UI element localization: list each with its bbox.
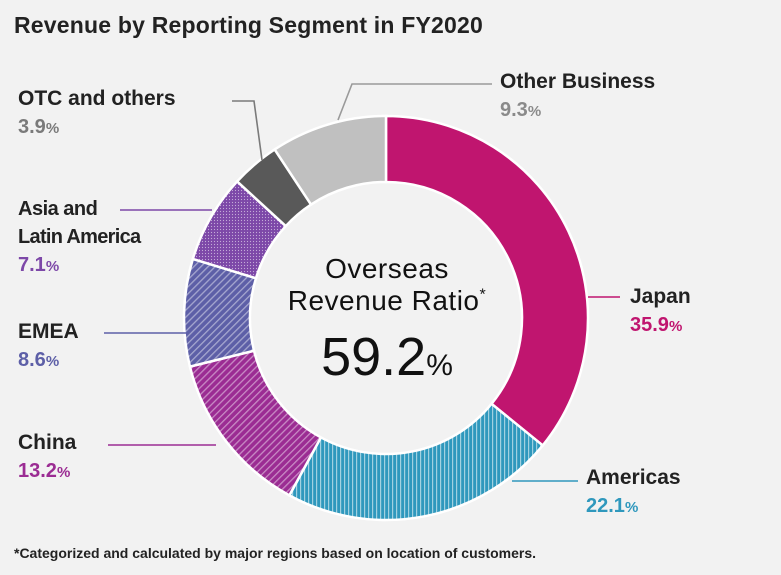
label-otc-others: OTC and others 3.9% [18, 87, 176, 138]
slice-other-business [272, 114, 388, 207]
label-name: China [18, 431, 77, 454]
chart-title: Revenue by Reporting Segment in FY2020 [14, 12, 483, 38]
label-china: China 13.2% [18, 431, 76, 482]
label-name: EMEA [18, 320, 79, 343]
label-name: Japan [630, 285, 691, 308]
center-value: 59.2% [321, 327, 453, 388]
label-value: 3.9% [18, 116, 60, 139]
label-name-line2: Latin America [18, 226, 141, 248]
label-value: 8.6% [18, 349, 60, 372]
label-asia-latin-america: Asia and Latin America 7.1% [18, 198, 141, 276]
center-overseas-ratio: Overseas Revenue Ratio* 59.2% [236, 253, 538, 390]
slice-americas [287, 402, 545, 522]
center-line2: Revenue Ratio* [287, 285, 487, 317]
label-value: 35.9% [630, 314, 683, 337]
leader-line-other-business [337, 83, 492, 121]
label-name: Other Business [500, 70, 656, 93]
slice-japan [384, 114, 590, 448]
label-emea: EMEA 8.6% [18, 320, 79, 371]
label-value: 22.1% [586, 495, 639, 518]
label-name-line1: Asia and [18, 198, 98, 220]
label-value: 13.2% [18, 460, 71, 483]
label-other-business: Other Business 9.3% [500, 70, 655, 121]
footnote: *Categorized and calculated by major reg… [14, 545, 537, 561]
label-value: 7.1% [18, 254, 60, 276]
center-line1: Overseas [325, 253, 449, 284]
label-value: 9.3% [500, 99, 542, 122]
label-name: Americas [586, 466, 681, 489]
leader-line-otc-and-others [232, 100, 263, 161]
label-japan: Japan 35.9% [630, 285, 691, 336]
label-name: OTC and others [18, 87, 176, 110]
label-americas: Americas 22.1% [586, 466, 681, 517]
